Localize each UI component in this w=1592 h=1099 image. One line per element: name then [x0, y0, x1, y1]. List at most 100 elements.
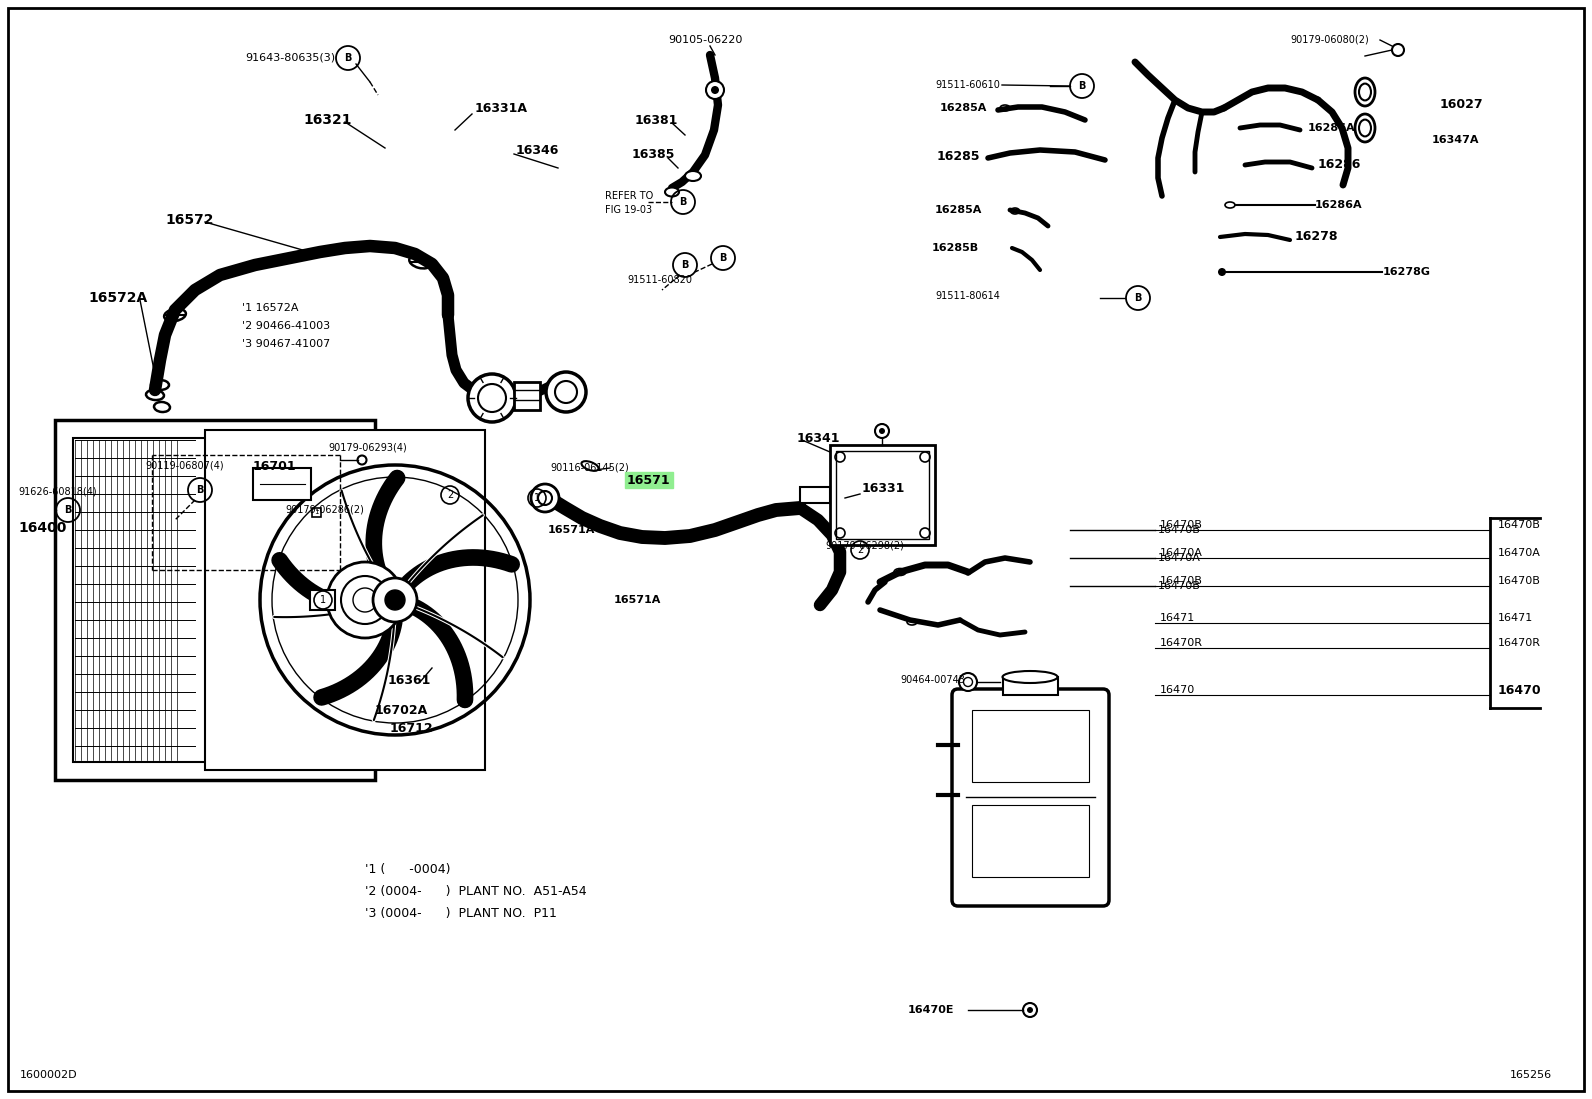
- Text: 16572A: 16572A: [88, 291, 146, 306]
- Text: 90105-06220: 90105-06220: [669, 35, 742, 45]
- Ellipse shape: [685, 171, 700, 181]
- Text: 16347A: 16347A: [1431, 135, 1479, 145]
- Text: '2 90466-41003: '2 90466-41003: [242, 321, 330, 331]
- Bar: [310, 590, 334, 610]
- Text: 91643-80635(3): 91643-80635(3): [245, 53, 336, 63]
- Bar: [1003, 677, 1059, 695]
- Text: 91626-60818(4): 91626-60818(4): [18, 487, 97, 497]
- Text: 91511-60610: 91511-60610: [935, 80, 1000, 90]
- Text: 16571A: 16571A: [548, 525, 595, 535]
- Text: 16572: 16572: [166, 213, 213, 227]
- Text: 16286: 16286: [1318, 158, 1361, 171]
- Text: 16470R: 16470R: [1161, 639, 1204, 648]
- Bar: [973, 710, 1089, 782]
- Text: 16701: 16701: [253, 459, 296, 473]
- Text: 16470B: 16470B: [1157, 525, 1200, 535]
- Circle shape: [532, 484, 559, 512]
- Bar: [829, 445, 935, 545]
- Circle shape: [468, 374, 516, 422]
- Text: 16470A: 16470A: [1157, 553, 1200, 563]
- Bar: [312, 508, 322, 517]
- Circle shape: [326, 562, 403, 639]
- Circle shape: [879, 428, 885, 434]
- Bar: [973, 804, 1089, 877]
- Text: B: B: [680, 197, 686, 207]
- Text: 16346: 16346: [516, 144, 559, 156]
- Text: 2: 2: [447, 490, 454, 500]
- Text: 91511-80614: 91511-80614: [935, 291, 1000, 301]
- Text: 16331A: 16331A: [474, 101, 529, 114]
- Text: 91511-60820: 91511-60820: [627, 275, 693, 285]
- Text: '2 (0004-      )  PLANT NO.  A51-A54: '2 (0004- ) PLANT NO. A51-A54: [365, 886, 586, 899]
- Circle shape: [705, 81, 724, 99]
- Text: 16470E: 16470E: [907, 1004, 955, 1015]
- Text: 16470: 16470: [1161, 685, 1196, 695]
- Text: 90119-06807(4): 90119-06807(4): [145, 460, 223, 470]
- Bar: [205, 430, 486, 770]
- Text: 16027: 16027: [1441, 99, 1484, 111]
- Bar: [801, 487, 829, 503]
- Text: 16571A: 16571A: [615, 595, 661, 606]
- FancyBboxPatch shape: [952, 689, 1110, 906]
- Text: B: B: [1135, 293, 1141, 303]
- Text: 16470: 16470: [1498, 684, 1541, 697]
- Circle shape: [385, 590, 404, 610]
- Ellipse shape: [665, 188, 680, 197]
- Text: 16278: 16278: [1294, 231, 1339, 244]
- Text: 90179-06080(2): 90179-06080(2): [1290, 35, 1369, 45]
- Text: B: B: [344, 53, 352, 63]
- Text: 16286A: 16286A: [1309, 123, 1356, 133]
- Bar: [514, 382, 540, 410]
- Text: 90179-06286(2): 90179-06286(2): [285, 506, 365, 515]
- Text: 16471: 16471: [1161, 613, 1196, 623]
- Text: 16321: 16321: [302, 113, 352, 127]
- Text: 16470A: 16470A: [1161, 548, 1204, 558]
- Text: 1: 1: [320, 595, 326, 606]
- Text: B: B: [196, 485, 204, 495]
- Text: 90116-06145(2): 90116-06145(2): [549, 463, 629, 473]
- Text: 16331: 16331: [861, 481, 906, 495]
- Text: B: B: [1078, 81, 1086, 91]
- Text: 16278G: 16278G: [1383, 267, 1431, 277]
- Circle shape: [1027, 1007, 1033, 1013]
- Text: 16385: 16385: [632, 148, 675, 162]
- Ellipse shape: [1355, 114, 1375, 142]
- Text: 16702A: 16702A: [376, 703, 428, 717]
- Text: FIG 19-03: FIG 19-03: [605, 206, 653, 215]
- Bar: [56, 420, 376, 780]
- Text: 16285A: 16285A: [939, 103, 987, 113]
- Ellipse shape: [1003, 671, 1057, 682]
- Text: '1 16572A: '1 16572A: [242, 303, 299, 313]
- Circle shape: [1218, 268, 1226, 276]
- Text: 2: 2: [856, 545, 863, 555]
- Text: 16470B: 16470B: [1161, 576, 1204, 586]
- Text: 16470B: 16470B: [1498, 520, 1541, 530]
- Text: 16285A: 16285A: [935, 206, 982, 215]
- Text: 90464-00743: 90464-00743: [899, 675, 965, 685]
- Text: 1600002D: 1600002D: [21, 1070, 78, 1080]
- Text: 16712: 16712: [390, 722, 433, 734]
- Text: 16571: 16571: [627, 474, 670, 487]
- Text: 16381: 16381: [635, 113, 678, 126]
- Text: '3 90467-41007: '3 90467-41007: [242, 338, 330, 349]
- Bar: [253, 468, 310, 500]
- Text: B: B: [64, 506, 72, 515]
- Text: 16361: 16361: [388, 674, 431, 687]
- Ellipse shape: [1355, 78, 1375, 106]
- Text: 90179-06298(2): 90179-06298(2): [825, 540, 904, 550]
- Text: 16470B: 16470B: [1498, 576, 1541, 586]
- Text: REFER TO: REFER TO: [605, 191, 653, 201]
- Text: B: B: [681, 260, 689, 270]
- Circle shape: [958, 673, 977, 691]
- Text: 16285B: 16285B: [931, 243, 979, 253]
- Text: 165256: 165256: [1509, 1070, 1552, 1080]
- Circle shape: [373, 578, 417, 622]
- Text: 16470B: 16470B: [1157, 581, 1200, 591]
- Text: B: B: [720, 253, 726, 263]
- Text: 16470R: 16470R: [1498, 639, 1541, 648]
- Bar: [73, 439, 357, 762]
- Text: 16470B: 16470B: [1161, 520, 1204, 530]
- Text: 1: 1: [533, 493, 540, 503]
- Text: 16341: 16341: [798, 432, 841, 444]
- Text: '3 (0004-      )  PLANT NO.  P11: '3 (0004- ) PLANT NO. P11: [365, 908, 557, 921]
